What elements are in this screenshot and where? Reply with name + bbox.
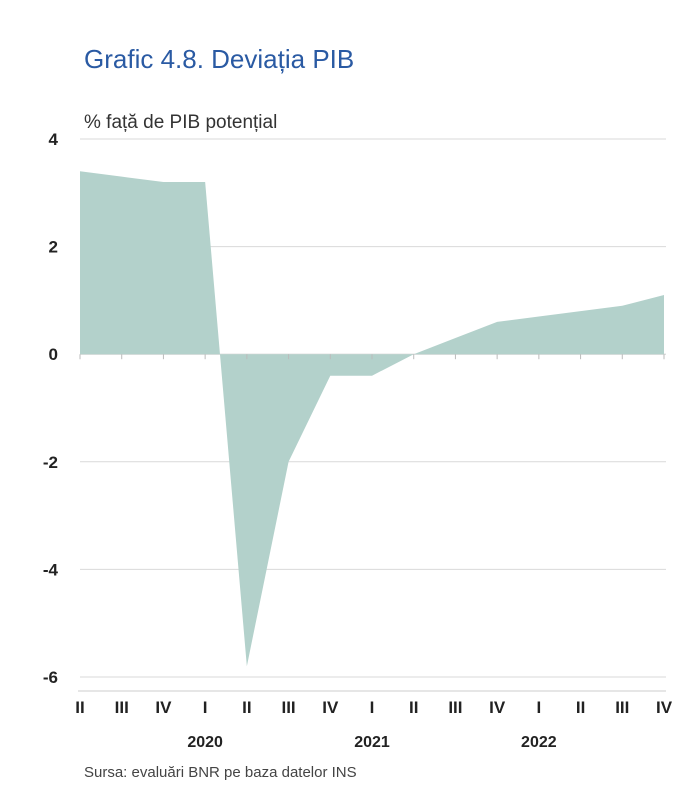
x-tick-label: III bbox=[115, 698, 129, 717]
y-axis-unit-label: % față de PIB potențial bbox=[84, 112, 278, 133]
y-tick-label: -6 bbox=[43, 668, 58, 687]
source-note: Sursa: evaluări BNR pe baza datelor INS bbox=[84, 764, 357, 781]
chart-title: Grafic 4.8. Deviația PIB bbox=[84, 44, 355, 74]
y-tick-label: 4 bbox=[49, 130, 59, 149]
x-tick-label: II bbox=[409, 698, 418, 717]
y-tick-label: 2 bbox=[49, 238, 58, 257]
x-tick-label: I bbox=[536, 698, 541, 717]
x-tick-label: I bbox=[370, 698, 375, 717]
x-tick-label: IV bbox=[656, 698, 673, 717]
y-tick-label: -4 bbox=[43, 560, 59, 579]
x-tick-label: I bbox=[203, 698, 208, 717]
x-tick-label: II bbox=[242, 698, 251, 717]
x-tick-label: IV bbox=[489, 698, 506, 717]
year-label: 2022 bbox=[521, 734, 557, 751]
y-tick-label: 0 bbox=[49, 345, 58, 364]
area-series bbox=[80, 171, 664, 667]
year-label: 2020 bbox=[187, 734, 223, 751]
x-tick-label: II bbox=[576, 698, 585, 717]
x-tick-label: II bbox=[75, 698, 84, 717]
x-tick-label: IV bbox=[322, 698, 339, 717]
y-tick-label: -2 bbox=[43, 453, 58, 472]
x-tick-label: III bbox=[281, 698, 295, 717]
x-tick-label: III bbox=[448, 698, 462, 717]
y-axis-ticks: 4 2 0 -2 -4 -6 bbox=[43, 130, 59, 687]
x-tick-label: IV bbox=[155, 698, 172, 717]
area-fill bbox=[80, 171, 664, 667]
year-label: 2021 bbox=[354, 734, 390, 751]
x-tick-label: III bbox=[615, 698, 629, 717]
